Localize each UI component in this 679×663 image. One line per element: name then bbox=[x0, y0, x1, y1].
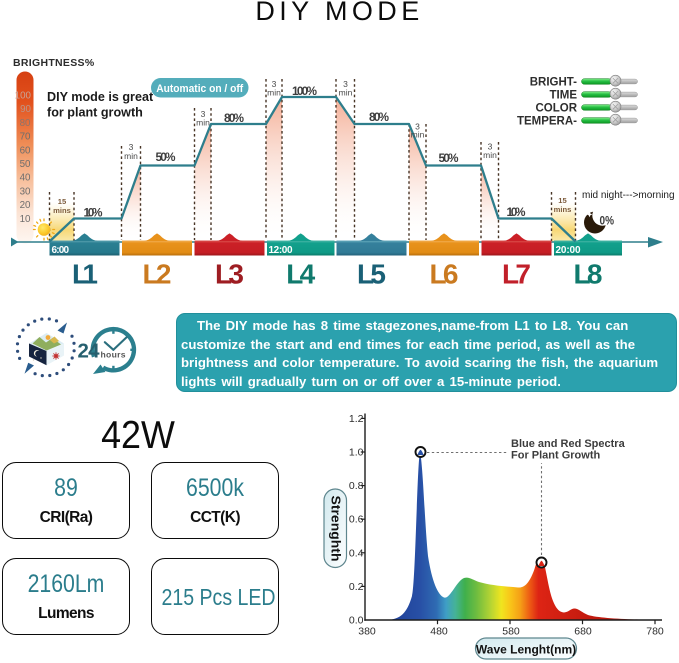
svg-text:mins: mins bbox=[554, 205, 572, 214]
svg-text:L6: L6 bbox=[430, 259, 459, 290]
svg-text:10%: 10% bbox=[507, 205, 527, 219]
svg-text:780: 780 bbox=[646, 626, 664, 638]
svg-text:TEMPERA-: TEMPERA- bbox=[517, 116, 577, 128]
svg-text:L1: L1 bbox=[72, 259, 98, 290]
svg-text:L5: L5 bbox=[357, 259, 386, 290]
svg-text:hours: hours bbox=[101, 350, 126, 360]
svg-text:Blue and Red Spectra: Blue and Red Spectra bbox=[511, 438, 626, 450]
svg-text:3: 3 bbox=[415, 122, 420, 132]
svg-text:BRIGHT-: BRIGHT- bbox=[530, 77, 577, 89]
svg-text:80: 80 bbox=[20, 118, 31, 129]
svg-text:24: 24 bbox=[78, 340, 101, 363]
svg-text:50%: 50% bbox=[439, 151, 460, 165]
svg-text:10: 10 bbox=[20, 214, 31, 225]
svg-text:DIY mode is great: DIY mode is great bbox=[47, 90, 154, 104]
svg-text:90: 90 bbox=[20, 104, 31, 115]
svg-text:min: min bbox=[124, 151, 138, 161]
svg-text:mid night--->morning: mid night--->morning bbox=[582, 190, 675, 201]
svg-text:BRIGHTNESS%: BRIGHTNESS% bbox=[13, 57, 95, 69]
svg-text:80%: 80% bbox=[369, 110, 390, 124]
svg-text:480: 480 bbox=[430, 626, 448, 638]
svg-text:Wave Lenght(nm): Wave Lenght(nm) bbox=[476, 643, 576, 657]
svg-text:L2: L2 bbox=[143, 259, 172, 290]
svg-text:Strenghth: Strenghth bbox=[329, 496, 344, 562]
svg-text:40: 40 bbox=[20, 173, 31, 184]
svg-text:L7: L7 bbox=[502, 259, 531, 290]
svg-text:0.0: 0.0 bbox=[349, 615, 364, 627]
svg-text:0.4: 0.4 bbox=[349, 547, 364, 559]
svg-text:TIME: TIME bbox=[550, 90, 578, 102]
svg-text:0.6: 0.6 bbox=[349, 514, 364, 526]
svg-text:100: 100 bbox=[15, 91, 32, 102]
svg-text:for plant growth: for plant growth bbox=[47, 106, 143, 120]
svg-text:For Plant Growth: For Plant Growth bbox=[511, 450, 601, 462]
svg-text:12:00: 12:00 bbox=[269, 245, 293, 256]
svg-text:0.8: 0.8 bbox=[349, 480, 364, 492]
svg-text:1.2: 1.2 bbox=[349, 413, 364, 425]
svg-text:15: 15 bbox=[558, 196, 567, 205]
svg-text:10%: 10% bbox=[84, 206, 104, 220]
svg-text:Automatic on / off: Automatic on / off bbox=[156, 83, 243, 95]
svg-text:50%: 50% bbox=[156, 150, 177, 164]
svg-text:L3: L3 bbox=[215, 259, 244, 290]
svg-text:6:00: 6:00 bbox=[52, 245, 70, 256]
svg-text:min: min bbox=[339, 88, 353, 98]
svg-text:580: 580 bbox=[502, 626, 520, 638]
svg-text:3: 3 bbox=[201, 109, 206, 119]
svg-text:L8: L8 bbox=[574, 259, 603, 290]
svg-text:3: 3 bbox=[272, 79, 277, 89]
svg-text:80%: 80% bbox=[224, 111, 245, 125]
svg-text:3: 3 bbox=[488, 142, 493, 152]
svg-text:mins: mins bbox=[53, 206, 71, 215]
svg-text:100%: 100% bbox=[292, 84, 318, 98]
svg-text:L4: L4 bbox=[286, 259, 315, 290]
svg-text:60: 60 bbox=[20, 145, 31, 156]
svg-text:70: 70 bbox=[20, 132, 31, 143]
svg-text:COLOR: COLOR bbox=[535, 103, 577, 115]
svg-text:min: min bbox=[411, 130, 425, 140]
svg-text:15: 15 bbox=[58, 197, 67, 206]
svg-text:50: 50 bbox=[20, 159, 31, 170]
svg-text:min: min bbox=[196, 118, 210, 128]
svg-text:0.2: 0.2 bbox=[349, 581, 364, 593]
svg-text:3: 3 bbox=[129, 142, 134, 152]
svg-text:680: 680 bbox=[574, 626, 592, 638]
svg-text:20:00: 20:00 bbox=[556, 245, 581, 256]
svg-text:1.0: 1.0 bbox=[349, 447, 364, 459]
svg-text:min: min bbox=[267, 88, 281, 98]
svg-text:20: 20 bbox=[20, 200, 31, 211]
svg-text:0%: 0% bbox=[600, 214, 615, 228]
svg-text:30: 30 bbox=[20, 186, 31, 197]
svg-text:380: 380 bbox=[358, 626, 376, 638]
svg-text:min: min bbox=[483, 150, 497, 160]
svg-text:3: 3 bbox=[343, 79, 348, 89]
